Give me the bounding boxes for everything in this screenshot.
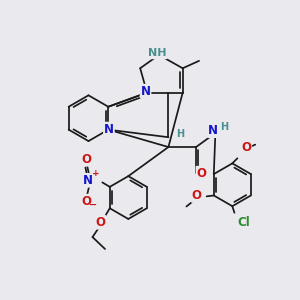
- Text: N: N: [83, 174, 93, 187]
- Text: O: O: [81, 153, 91, 166]
- Text: NH: NH: [148, 48, 167, 59]
- Text: H: H: [220, 122, 228, 132]
- Text: +: +: [92, 169, 100, 178]
- Text: Cl: Cl: [237, 216, 250, 229]
- Text: N: N: [104, 122, 114, 136]
- Text: H: H: [176, 129, 184, 139]
- Text: N: N: [208, 124, 218, 137]
- Text: O: O: [95, 216, 105, 229]
- Text: O: O: [241, 141, 251, 154]
- Text: O: O: [196, 167, 206, 180]
- Text: N: N: [140, 85, 151, 98]
- Text: −: −: [89, 200, 98, 210]
- Text: O: O: [81, 195, 91, 208]
- Text: O: O: [192, 189, 202, 202]
